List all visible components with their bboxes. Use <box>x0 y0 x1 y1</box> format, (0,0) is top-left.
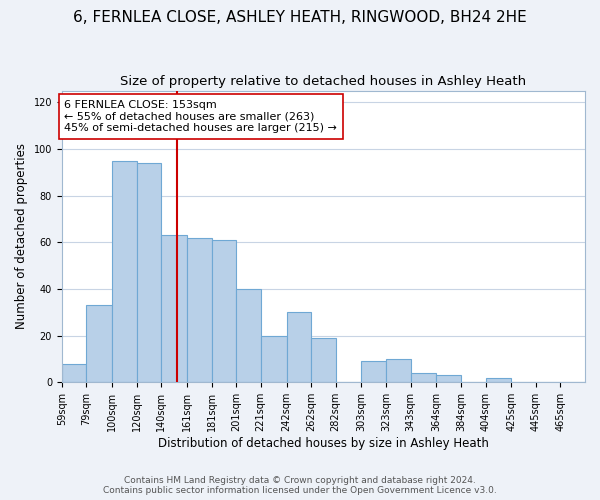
Title: Size of property relative to detached houses in Ashley Heath: Size of property relative to detached ho… <box>121 75 526 88</box>
Y-axis label: Number of detached properties: Number of detached properties <box>15 144 28 330</box>
Bar <box>236 289 261 382</box>
Bar <box>436 376 461 382</box>
Bar <box>112 160 137 382</box>
Bar <box>86 306 112 382</box>
Bar <box>212 240 236 382</box>
Text: 6 FERNLEA CLOSE: 153sqm
← 55% of detached houses are smaller (263)
45% of semi-d: 6 FERNLEA CLOSE: 153sqm ← 55% of detache… <box>64 100 337 133</box>
Text: Contains HM Land Registry data © Crown copyright and database right 2024.
Contai: Contains HM Land Registry data © Crown c… <box>103 476 497 495</box>
Bar <box>187 238 212 382</box>
Bar <box>161 236 187 382</box>
Bar <box>62 364 86 382</box>
X-axis label: Distribution of detached houses by size in Ashley Heath: Distribution of detached houses by size … <box>158 437 489 450</box>
Bar <box>361 362 386 382</box>
Bar <box>485 378 511 382</box>
Bar <box>137 163 161 382</box>
Bar <box>261 336 287 382</box>
Bar <box>287 312 311 382</box>
Bar <box>386 359 410 382</box>
Bar <box>311 338 335 382</box>
Text: 6, FERNLEA CLOSE, ASHLEY HEATH, RINGWOOD, BH24 2HE: 6, FERNLEA CLOSE, ASHLEY HEATH, RINGWOOD… <box>73 10 527 25</box>
Bar <box>410 373 436 382</box>
